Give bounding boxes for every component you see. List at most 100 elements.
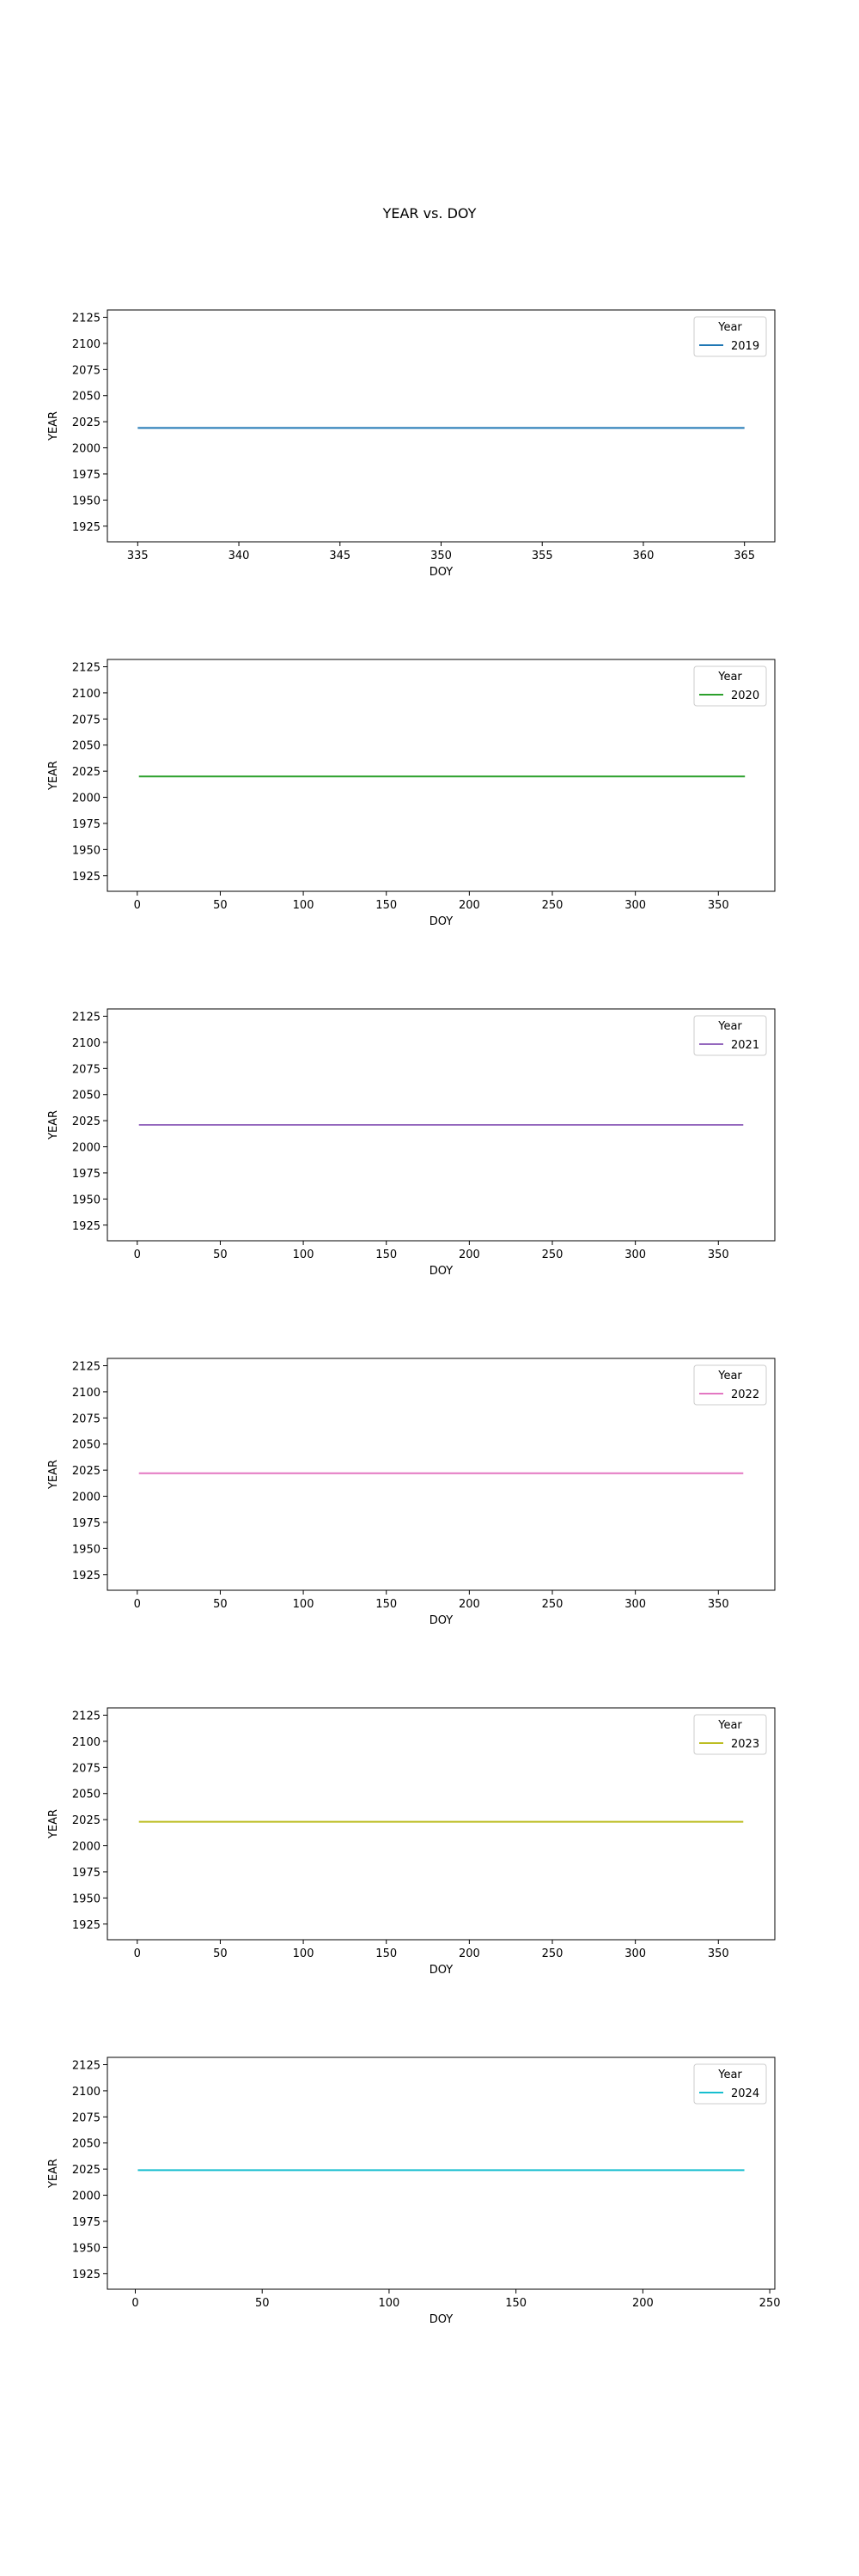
y-tick-label: 2050 [72,1090,101,1103]
legend-box [693,1364,767,1406]
legend-title: Year [717,1719,742,1732]
x-tick-label: 355 [532,550,553,562]
y-tick-label: 1975 [72,818,101,831]
y-tick-label: 2125 [72,1361,101,1374]
legend-box [693,1015,767,1056]
y-tick-label: 2100 [72,688,101,701]
legend-entry-2023: 2023 [731,1738,759,1751]
legend-entry-2019: 2019 [731,340,759,353]
y-tick-label: 2100 [72,1736,101,1749]
legend-entry-2021: 2021 [731,1039,759,1052]
x-tick-label: 350 [708,1947,729,1960]
x-tick-label: 250 [759,2297,781,2310]
legend-title: Year [717,2069,742,2081]
y-tick-label: 1950 [72,1893,101,1905]
x-tick-label: 50 [213,1598,228,1611]
x-tick-label: 360 [633,550,655,562]
x-tick-label: 150 [375,1598,397,1611]
y-axis-label: YEAR [47,761,60,791]
subplot-1: 335 340 345 350 355 360 365 1925 1950 1975 2000 202… [47,309,776,579]
y-axis-label: YEAR [47,1110,60,1140]
x-axis-label: DOY [430,2313,454,2326]
y-tick-label: 1925 [72,1220,101,1233]
y-tick-label: 2100 [72,2086,101,2099]
subplot-2: 0 50 100 150 200 250 300 350 1925 1950 1975 2000 202… [47,659,776,928]
axes-frame [107,1358,776,1591]
x-tick-label: 0 [131,2297,138,2310]
x-tick-label: 250 [542,1598,564,1611]
y-tick-label: 2075 [72,1413,101,1425]
x-tick-label: 100 [293,1598,314,1611]
y-axis-label: YEAR [47,411,60,441]
x-tick-label: 50 [213,1249,228,1261]
legend-box [693,316,767,357]
x-tick-label: 200 [459,1947,480,1960]
y-tick-label: 1975 [72,469,101,482]
subplot-6: 0 50 100 150 200 250 1925 1950 1975 2000 2025 2050 2… [47,2057,781,2326]
y-tick-label: 1925 [72,1570,101,1583]
y-axis-label: YEAR [47,1460,60,1490]
y-tick-label: 2100 [72,1037,101,1050]
legend-title: Year [717,671,742,683]
x-tick-label: 350 [708,1249,729,1261]
x-tick-label: 350 [708,899,729,912]
x-axis-label: DOY [430,1265,454,1278]
x-tick-label: 100 [293,899,314,912]
y-tick-label: 2000 [72,1142,101,1155]
x-tick-label: 0 [134,1249,141,1261]
x-tick-label: 350 [430,550,452,562]
y-tick-label: 2000 [72,793,101,805]
y-tick-label: 2075 [72,1063,101,1076]
subplot-4: 0 50 100 150 200 250 300 350 1925 1950 1975 2000 202… [47,1358,776,1627]
y-tick-label: 2000 [72,2190,101,2203]
x-tick-label: 200 [459,1598,480,1611]
y-tick-label: 2050 [72,391,101,404]
axes-frame [107,1008,776,1242]
x-tick-label: 150 [375,899,397,912]
x-axis-label: DOY [430,915,454,928]
y-tick-label: 2050 [72,1789,101,1801]
subplot-5: 0 50 100 150 200 250 300 350 1925 1950 1975 2000 202… [47,1707,776,1977]
legend: Year 2019 [693,316,767,357]
x-tick-label: 365 [734,550,755,562]
y-tick-label: 1950 [72,1194,101,1206]
x-tick-label: 345 [329,550,350,562]
y-tick-label: 1975 [72,2216,101,2229]
x-tick-label: 250 [542,899,564,912]
y-tick-label: 2125 [72,2060,101,2073]
y-tick-label: 1975 [72,1867,101,1880]
axes-frame [107,1707,776,1941]
y-tick-label: 2100 [72,338,101,351]
x-tick-label: 335 [127,550,149,562]
y-tick-label: 2125 [72,1710,101,1723]
x-tick-label: 100 [293,1249,314,1261]
y-tick-label: 2025 [72,1115,101,1128]
y-tick-label: 2050 [72,2138,101,2151]
y-tick-label: 1950 [72,2242,101,2255]
y-tick-label: 1975 [72,1168,101,1181]
y-tick-label: 2075 [72,2111,101,2124]
x-tick-label: 200 [459,1249,480,1261]
y-tick-label: 1925 [72,871,101,884]
y-tick-label: 1950 [72,495,101,507]
legend-box [693,1714,767,1755]
x-tick-label: 340 [228,550,250,562]
subplots: 335 340 345 350 355 360 3651925195019752000202… [47,309,781,2326]
axes-frame [107,309,776,543]
x-tick-label: 150 [375,1947,397,1960]
y-axis-label: YEAR [47,1809,60,1839]
y-tick-label: 2000 [72,1492,101,1504]
x-tick-label: 0 [134,899,141,912]
x-tick-label: 150 [505,2297,527,2310]
y-tick-label: 2025 [72,766,101,779]
legend: Year 2024 [693,2063,767,2105]
legend-entry-2020: 2020 [731,690,759,702]
legend-box [693,2063,767,2105]
subplot-3: 0 50 100 150 200 250 300 350 1925 1950 1975 2000 202… [47,1008,776,1278]
legend-title: Year [717,1370,742,1382]
axes-frame [107,659,776,892]
x-tick-label: 300 [624,899,646,912]
y-tick-label: 1925 [72,2269,101,2281]
y-tick-label: 2075 [72,1762,101,1775]
